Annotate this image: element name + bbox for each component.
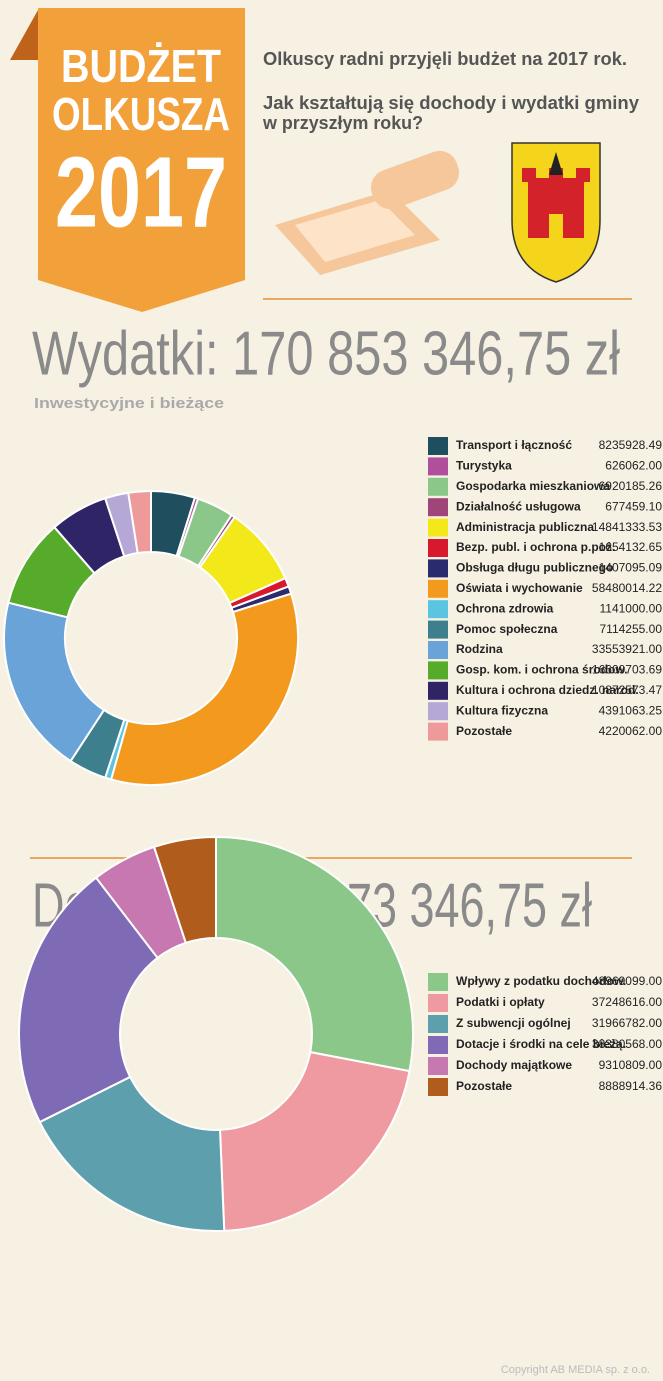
legend-swatch xyxy=(428,498,448,516)
legend-label: Administracja publiczna xyxy=(456,520,594,534)
legend-label: Obsługa długu publicznego xyxy=(456,561,613,575)
banner-year: 2017 xyxy=(55,136,227,248)
legend-swatch xyxy=(428,1036,448,1054)
legend-value: 37248616.00 xyxy=(592,995,662,1009)
legend-label: Pomoc społeczna xyxy=(456,622,558,636)
page: BUDŻET OLKUSZA 2017 Olkuscy radni przyję… xyxy=(0,0,663,1381)
legend-value: 1654132.65 xyxy=(599,540,663,554)
legend-value: 1141000.00 xyxy=(599,601,662,615)
legend-swatch xyxy=(428,478,448,496)
legend-swatch xyxy=(428,539,448,557)
legend-value: 677459.10 xyxy=(605,499,662,513)
legend-value: 58480014.22 xyxy=(592,581,662,595)
chart-title: Wydatki: 170 853 346,75 zł xyxy=(32,319,620,388)
legend-value: 14841333.53 xyxy=(592,520,662,534)
legend-value: 6920185.26 xyxy=(599,479,663,493)
legend-value: 626062.00 xyxy=(605,459,662,473)
legend-swatch xyxy=(428,621,448,639)
legend-swatch xyxy=(428,1078,448,1096)
legend-swatch xyxy=(428,559,448,577)
legend-value: 7114255.00 xyxy=(599,622,662,636)
legend-swatch xyxy=(428,519,448,537)
legend-swatch xyxy=(428,437,448,455)
legend-value: 48969099.00 xyxy=(592,974,662,988)
legend-swatch xyxy=(428,1015,448,1033)
coat-of-arms xyxy=(512,143,600,282)
legend-value: 4220062.00 xyxy=(599,724,663,738)
legend-value: 9310809.00 xyxy=(599,1058,663,1072)
legend-swatch xyxy=(428,580,448,598)
legend-label: Dochody majątkowe xyxy=(456,1058,572,1072)
legend-label: Pozostałe xyxy=(456,724,512,738)
legend-label: Podatki i opłaty xyxy=(456,995,545,1009)
intro: Olkuscy radni przyjęli budżet na 2017 ro… xyxy=(263,49,627,69)
legend-value: 33553921.00 xyxy=(592,642,662,656)
legend-swatch xyxy=(428,641,448,659)
legend-label: Rodzina xyxy=(456,642,503,656)
legend-label: Z subwencji ogólnej xyxy=(456,1016,571,1030)
legend-swatch xyxy=(428,1057,448,1075)
banner-line: OLKUSZA xyxy=(52,88,230,140)
legend-value: 8888914.36 xyxy=(599,1079,663,1093)
legend-value: 1407095.09 xyxy=(599,561,663,575)
infographic: BUDŻET OLKUSZA 2017 Olkuscy radni przyję… xyxy=(0,0,663,1381)
legend-swatch xyxy=(428,973,448,991)
legend-swatch xyxy=(428,600,448,618)
legend-label: Turystyka xyxy=(456,459,512,473)
legend-value: 38380568.00 xyxy=(592,1037,662,1051)
legend-label: Oświata i wychowanie xyxy=(456,581,583,595)
legend-label: Gospodarka mieszkaniowa xyxy=(456,479,610,493)
legend-value: 4391063.25 xyxy=(599,703,663,717)
copyright: Copyright AB MEDIA sp. z o.o. xyxy=(501,1364,650,1376)
question: w przyszłym roku? xyxy=(262,113,423,133)
legend-label: Działalność usługowa xyxy=(456,499,581,513)
legend-label: Bezp. publ. i ochrona p.poż. xyxy=(456,540,615,554)
legend-swatch xyxy=(428,994,448,1012)
legend-label: Kultura fizyczna xyxy=(456,703,548,717)
legend-swatch xyxy=(428,457,448,475)
legend-label: Transport i łączność xyxy=(456,438,572,452)
legend-value: 8235928.49 xyxy=(599,438,663,452)
chart-subtitle: Inwestycyjne i bieżące xyxy=(34,395,224,412)
question: Jak kształtują się dochody i wydatki gmi… xyxy=(263,93,639,113)
legend-swatch xyxy=(428,682,448,700)
legend-label: Ochrona zdrowia xyxy=(456,601,554,615)
legend-label: Pozostałe xyxy=(456,1079,512,1093)
legend-value: 10872573.47 xyxy=(592,683,662,697)
legend-value: 16609703.69 xyxy=(592,663,662,677)
banner-line: BUDŻET xyxy=(61,40,221,92)
legend-value: 31966782.00 xyxy=(592,1016,662,1030)
legend-swatch xyxy=(428,661,448,679)
legend-swatch xyxy=(428,723,448,741)
legend-swatch xyxy=(428,702,448,720)
